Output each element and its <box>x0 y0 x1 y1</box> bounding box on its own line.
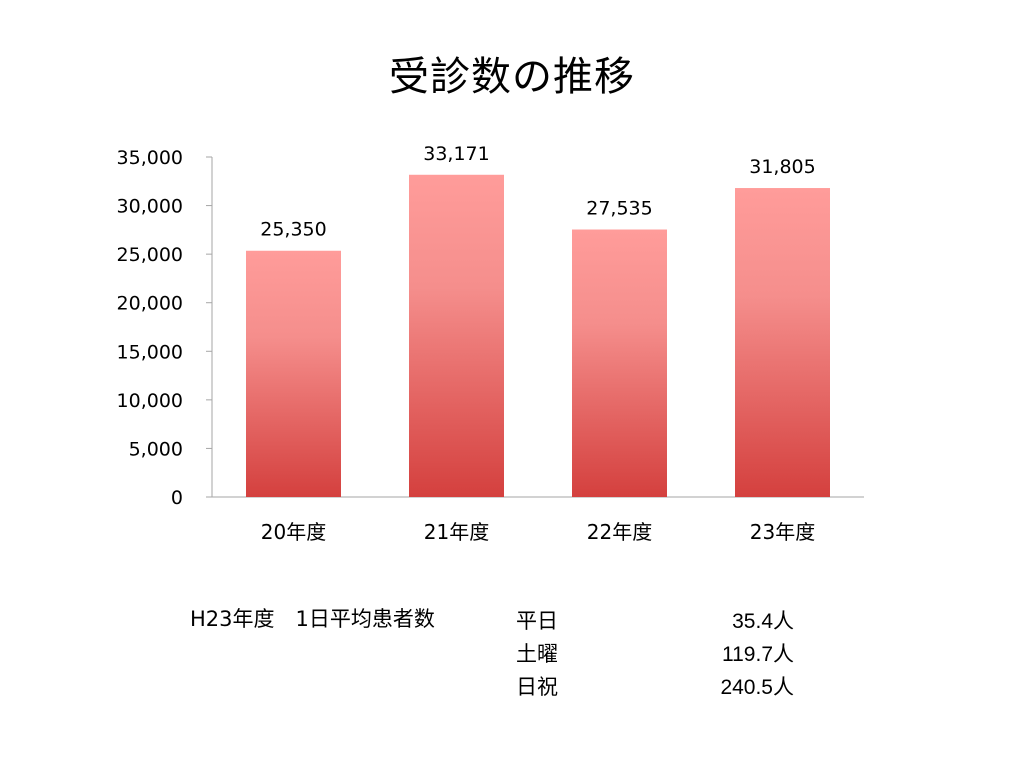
bar-chart: 0 5,000 10,000 15,000 20,000 25,000 30,000 35,0… <box>117 143 864 544</box>
note-row-label: 日祝 <box>516 675 558 699</box>
x-category-label: 20年度 <box>261 520 326 544</box>
note-row-value: 119.7人 <box>722 643 794 666</box>
x-category-label: 23年度 <box>750 520 815 544</box>
note-row-label: 平日 <box>516 609 558 633</box>
x-category-label: 21年度 <box>424 520 489 544</box>
bar-value-label: 27,535 <box>586 198 652 220</box>
y-tick-label: 5,000 <box>129 438 183 460</box>
y-tick-label: 35,000 <box>117 147 183 169</box>
bar-value-label: 31,805 <box>749 156 815 178</box>
bar <box>409 174 504 497</box>
y-tick-label: 10,000 <box>117 390 183 412</box>
y-tick-label: 20,000 <box>117 293 183 315</box>
bar-value-label: 25,350 <box>260 219 326 241</box>
note-row-label: 土曜 <box>516 642 558 666</box>
bar <box>572 229 667 497</box>
bar-value-label: 33,171 <box>423 143 489 165</box>
note-row-value: 240.5人 <box>720 676 794 699</box>
y-tick-label: 0 <box>171 487 183 509</box>
daily-average-title: H23年度 1日平均患者数 <box>190 607 435 631</box>
bar <box>735 188 830 497</box>
x-category-label: 22年度 <box>587 520 652 544</box>
y-tick-label: 25,000 <box>117 244 183 266</box>
y-tick-label: 15,000 <box>117 341 183 363</box>
chart-title: 受診数の推移 <box>389 54 635 100</box>
y-tick-label: 30,000 <box>117 196 183 218</box>
bar <box>246 250 341 497</box>
note-row-value: 35.4人 <box>732 610 794 633</box>
